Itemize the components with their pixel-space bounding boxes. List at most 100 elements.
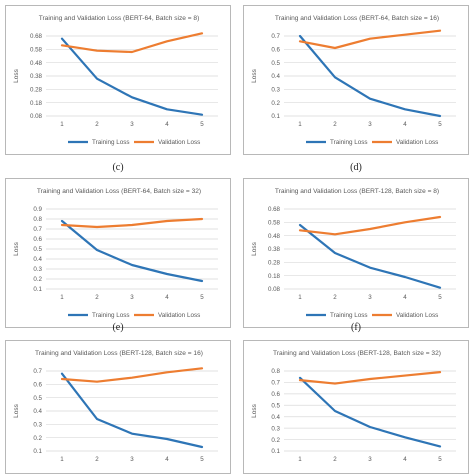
chart-title: Training and Validation Loss (BERT-64, B… (37, 188, 201, 195)
y-tick-label: 0.3 (33, 266, 42, 273)
y-tick-label: 0.68 (268, 206, 281, 213)
chart-title: Training and Validation Loss (BERT-128, … (273, 350, 441, 357)
y-axis-label: Loss (13, 403, 20, 417)
y-axis-label: Loss (251, 403, 258, 417)
y-tick-label: 0.6 (271, 47, 280, 54)
x-tick-label: 3 (368, 294, 372, 301)
y-tick-label: 0.4 (33, 408, 42, 415)
x-tick-label: 3 (368, 121, 372, 128)
y-tick-label: 0.7 (271, 380, 280, 387)
caption-c: (c) (112, 162, 124, 173)
legend-label-validation: Validation Loss (158, 139, 200, 146)
y-axis-label: Loss (13, 241, 20, 255)
legend-label-training: Training Loss (330, 139, 368, 146)
chart-svg-1: Training and Validation Loss (BERT-64, B… (13, 15, 218, 146)
y-tick-label: 0.8 (271, 368, 280, 375)
x-tick-label: 4 (403, 294, 407, 301)
chart-svg-2: Training and Validation Loss (BERT-64, B… (251, 15, 456, 146)
x-tick-label: 2 (95, 456, 99, 463)
chart-panel-1: Training and Validation Loss (BERT-64, B… (5, 5, 231, 155)
y-tick-label: 0.38 (268, 246, 281, 253)
training-loss-line (298, 376, 442, 448)
x-tick-label: 2 (333, 456, 337, 463)
x-tick-label: 4 (165, 121, 169, 128)
legend-label-validation: Validation Loss (396, 139, 438, 146)
y-tick-label: 0.08 (268, 286, 281, 293)
y-tick-label: 0.58 (30, 47, 43, 54)
y-tick-label: 0.5 (33, 246, 42, 253)
y-axis-label: Loss (251, 241, 258, 255)
y-tick-label: 0.4 (33, 256, 42, 263)
training-loss-line (298, 34, 442, 118)
y-tick-label: 0.1 (33, 448, 42, 455)
validation-loss-line (60, 367, 204, 383)
y-tick-label: 0.1 (33, 286, 42, 293)
x-tick-label: 3 (130, 294, 134, 301)
y-axis-label: Loss (251, 68, 258, 82)
y-tick-label: 0.48 (30, 60, 43, 67)
x-tick-label: 4 (165, 456, 169, 463)
training-loss-line (60, 372, 204, 449)
y-tick-label: 0.2 (271, 437, 280, 444)
chart-svg-3: Training and Validation Loss (BERT-64, B… (13, 188, 218, 319)
y-axis-label: Loss (13, 68, 20, 82)
x-tick-label: 5 (200, 121, 204, 128)
x-tick-label: 4 (403, 456, 407, 463)
x-tick-label: 2 (95, 121, 99, 128)
y-tick-label: 0.7 (271, 33, 280, 40)
x-tick-label: 1 (298, 456, 302, 463)
x-tick-label: 3 (130, 456, 134, 463)
training-loss-line (298, 223, 442, 289)
y-tick-label: 0.5 (271, 60, 280, 67)
legend-label-training: Training Loss (92, 139, 130, 146)
x-tick-label: 1 (298, 121, 302, 128)
y-tick-label: 0.5 (271, 402, 280, 409)
y-tick-label: 0.5 (33, 395, 42, 402)
legend-label-validation: Validation Loss (158, 312, 200, 319)
caption-d: (d) (350, 162, 362, 173)
chart-panel-3: Training and Validation Loss (BERT-64, B… (5, 178, 231, 328)
x-tick-label: 2 (333, 121, 337, 128)
y-tick-label: 0.1 (271, 113, 280, 120)
chart-panel-6: Training and Validation Loss (BERT-128, … (243, 340, 469, 474)
training-loss-line (60, 219, 204, 283)
x-tick-label: 1 (60, 294, 64, 301)
legend-label-validation: Validation Loss (396, 312, 438, 319)
chart-title: Training and Validation Loss (BERT-64, B… (39, 15, 200, 22)
y-tick-label: 0.18 (30, 100, 43, 107)
validation-loss-line (298, 29, 442, 50)
y-tick-label: 0.7 (33, 226, 42, 233)
y-tick-label: 0.18 (268, 273, 281, 280)
legend-label-training: Training Loss (330, 312, 368, 319)
y-tick-label: 0.2 (33, 435, 42, 442)
x-tick-label: 2 (95, 294, 99, 301)
x-tick-label: 4 (403, 121, 407, 128)
x-tick-label: 1 (60, 121, 64, 128)
training-loss-line (60, 37, 204, 116)
chart-title: Training and Validation Loss (BERT-128, … (275, 188, 439, 195)
x-tick-label: 5 (200, 456, 204, 463)
y-tick-label: 0.38 (30, 73, 43, 80)
chart-panel-5: Training and Validation Loss (BERT-128, … (5, 340, 231, 474)
x-tick-label: 5 (438, 456, 442, 463)
x-tick-label: 3 (130, 121, 134, 128)
y-tick-label: 0.3 (271, 425, 280, 432)
y-tick-label: 0.28 (30, 87, 43, 94)
chart-panel-2: Training and Validation Loss (BERT-64, B… (243, 5, 469, 155)
chart-panel-4: Training and Validation Loss (BERT-128, … (243, 178, 469, 328)
y-tick-label: 0.7 (33, 368, 42, 375)
validation-loss-line (60, 217, 204, 229)
y-tick-label: 0.3 (33, 422, 42, 429)
caption-f: (f) (351, 322, 361, 333)
chart-title: Training and Validation Loss (BERT-64, B… (275, 15, 439, 22)
chart-svg-5: Training and Validation Loss (BERT-128, … (13, 350, 218, 463)
y-tick-label: 0.68 (30, 33, 43, 40)
y-tick-label: 0.28 (268, 260, 281, 267)
legend-label-training: Training Loss (92, 312, 130, 319)
y-tick-label: 0.08 (30, 113, 43, 120)
chart-svg-6: Training and Validation Loss (BERT-128, … (251, 350, 456, 463)
validation-loss-line (298, 215, 442, 236)
y-tick-label: 0.48 (268, 233, 281, 240)
x-tick-label: 3 (368, 456, 372, 463)
caption-e: (e) (112, 322, 124, 333)
